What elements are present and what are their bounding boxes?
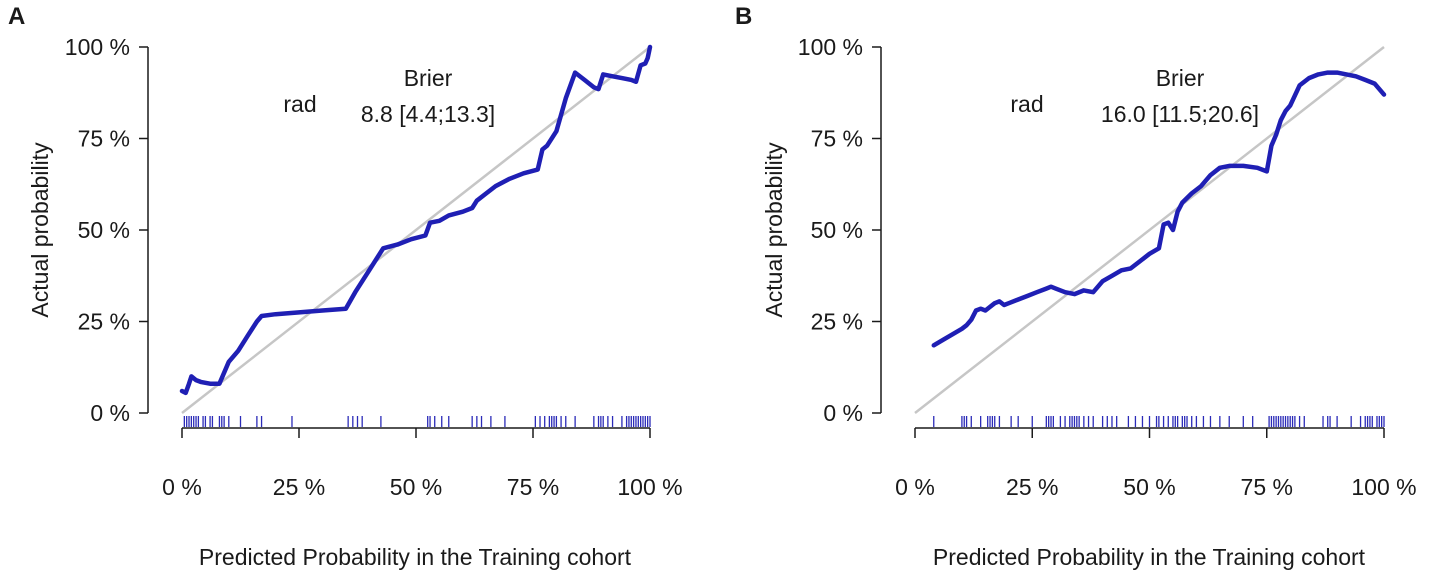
y-tick-label: 50 % [811, 217, 863, 243]
calibration-curve-rad [931, 70, 1387, 348]
calibration-curve-rad [179, 44, 653, 396]
x-tick-label: 0 % [162, 474, 202, 500]
y-tick-label: 100 % [798, 34, 863, 60]
annotation-brier-header: Brier [1156, 65, 1205, 91]
rug-plot [933, 416, 1385, 427]
panel-label: A [8, 3, 25, 30]
panel-label: B [735, 3, 752, 30]
y-tick-label: 25 % [78, 309, 130, 335]
annotation-brier-header: Brier [404, 65, 453, 91]
rug-plot [183, 416, 651, 427]
y-tick-label: 50 % [78, 217, 130, 243]
x-tick-label: 50 % [390, 474, 442, 500]
x-axis-title: Predicted Probability in the Training co… [199, 544, 632, 570]
y-axis-title: Actual probability [27, 142, 53, 318]
y-tick-label: 0 % [90, 400, 130, 426]
x-tick-label: 75 % [1241, 474, 1293, 500]
x-tick-label: 100 % [1351, 474, 1416, 500]
ideal-calibration-line [914, 46, 1385, 414]
y-tick-label: 25 % [811, 309, 863, 335]
y-tick-label: 75 % [78, 126, 130, 152]
annotation-model-name: rad [283, 91, 316, 117]
y-tick-label: 0 % [823, 400, 863, 426]
panel-a: A 0 % 25 % 50 % 75 % 100 % 0 % 25 % 50 % 75 % 100 … [8, 3, 683, 570]
y-axis-title: Actual probability [761, 142, 787, 318]
annotation-brier-value: 8.8 [4.4;13.3] [361, 101, 495, 127]
x-tick-label: 25 % [273, 474, 325, 500]
annotation-brier-value: 16.0 [11.5;20.6] [1101, 101, 1259, 127]
ideal-calibration-line [181, 46, 651, 414]
y-tick-label: 75 % [811, 126, 863, 152]
x-tick-label: 0 % [895, 474, 935, 500]
x-tick-label: 75 % [507, 474, 559, 500]
x-tick-label: 25 % [1006, 474, 1058, 500]
panel-b: B 0 % 25 % 50 % 75 % 100 % 0 % 25 % 50 % 75 % 100 … [735, 3, 1417, 570]
x-tick-label: 100 % [617, 474, 682, 500]
y-tick-label: 100 % [65, 34, 130, 60]
annotation-model-name: rad [1010, 91, 1043, 117]
x-tick-label: 50 % [1123, 474, 1175, 500]
x-axis-title: Predicted Probability in the Training co… [933, 544, 1366, 570]
